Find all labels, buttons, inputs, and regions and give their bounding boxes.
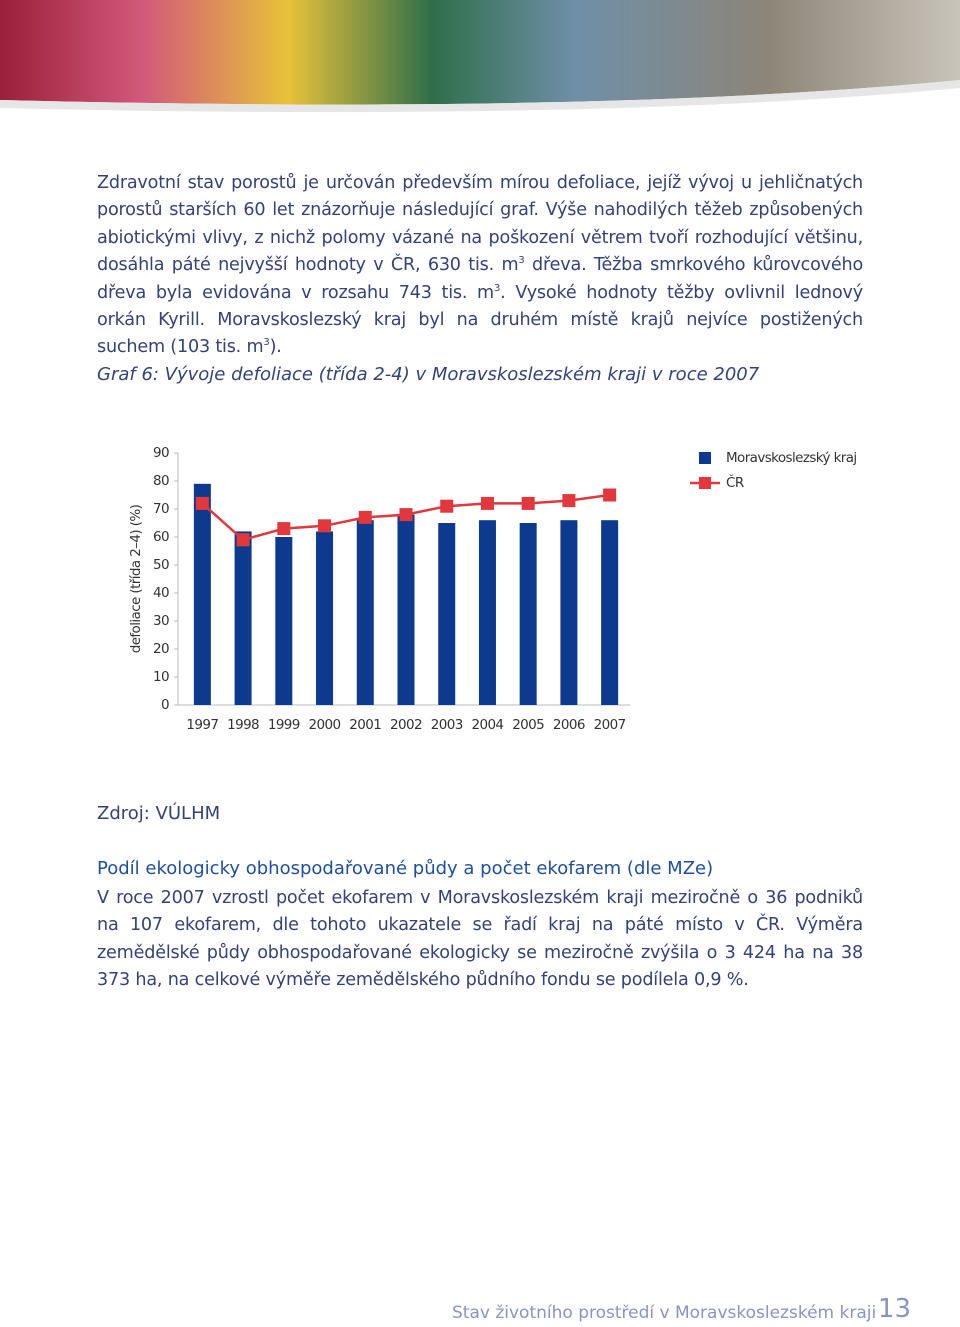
marker [521,496,535,510]
y-tick-label: 30 [153,613,169,629]
bar [193,483,211,705]
superscript: 3 [263,337,270,349]
text-run: . Vysoké hodnoty těžby ovlivnil lednový … [97,282,863,358]
y-tick-label: 70 [153,501,169,517]
x-tick-label: 1999 [268,717,300,733]
x-tick-label: 2004 [471,717,503,733]
y-tick-label: 0 [161,697,169,713]
source: Zdroj: VÚLHM [97,803,221,824]
y-axis-label: defoliace (třída 2–4) (%) [128,504,144,653]
marker [480,496,494,510]
legend-marker [699,477,711,489]
page-number: 13 [878,1294,912,1324]
bar [397,514,415,705]
y-tick-label: 40 [153,585,169,601]
bar [275,537,293,705]
bar [560,520,578,705]
footer-title: Stav životního prostředí v Moravskoslezs… [452,1303,877,1323]
superscript: 3 [494,282,501,294]
x-tick-label: 2007 [594,717,626,733]
bar [356,520,374,705]
marker [318,519,332,533]
marker [603,488,617,502]
x-tick-label: 2000 [309,717,341,733]
marker [562,494,576,508]
text-run: ). [269,337,282,358]
bar [478,520,496,705]
y-tick-label: 10 [153,669,169,685]
marker [277,522,291,536]
y-tick-label: 90 [153,445,169,461]
bar [234,531,252,705]
section-heading: Podíl ekologicky obhospodařované půdy a … [97,858,714,879]
marker [440,499,454,513]
superscript: 3 [518,255,525,267]
section-text: V roce 2007 vzrostl počet ekofarem v Mor… [97,888,863,991]
marker [399,508,413,522]
legend-label: Moravskoslezský kraj [726,450,857,466]
y-tick-label: 20 [153,641,169,657]
y-tick-label: 60 [153,529,169,545]
text-run: Zdravotní stav porostů je určován předev… [97,173,863,276]
x-tick-label: 1997 [186,717,218,733]
text-run: dřeva. Těžba smrkového kůrovcového dřeva… [97,255,864,303]
x-tick-label: 1998 [227,717,259,733]
y-tick-label: 80 [153,473,169,489]
bar [438,523,456,705]
legend-swatch [699,452,711,464]
header-banner [0,0,960,113]
y-tick-label: 50 [153,557,169,573]
chart-title: Graf 6: Vývoje defoliace (třída 2-4) v M… [97,364,760,385]
bar [519,523,537,705]
x-tick-label: 2003 [431,717,463,733]
marker [236,533,250,547]
legend-label: ČR [726,473,744,491]
x-tick-label: 2001 [349,717,381,733]
x-tick-label: 2002 [390,717,422,733]
x-tick-label: 2005 [512,717,544,733]
bar [316,531,334,705]
chart: 0 10 20 30 40 50 60 70 80 90 defoliace (třída 2–4)… [128,445,857,733]
intro-paragraph: Zdravotní stav porostů je určován předev… [97,170,863,362]
marker [358,510,372,524]
bar [601,520,619,705]
x-tick-label: 2006 [553,717,585,733]
marker [195,496,209,510]
